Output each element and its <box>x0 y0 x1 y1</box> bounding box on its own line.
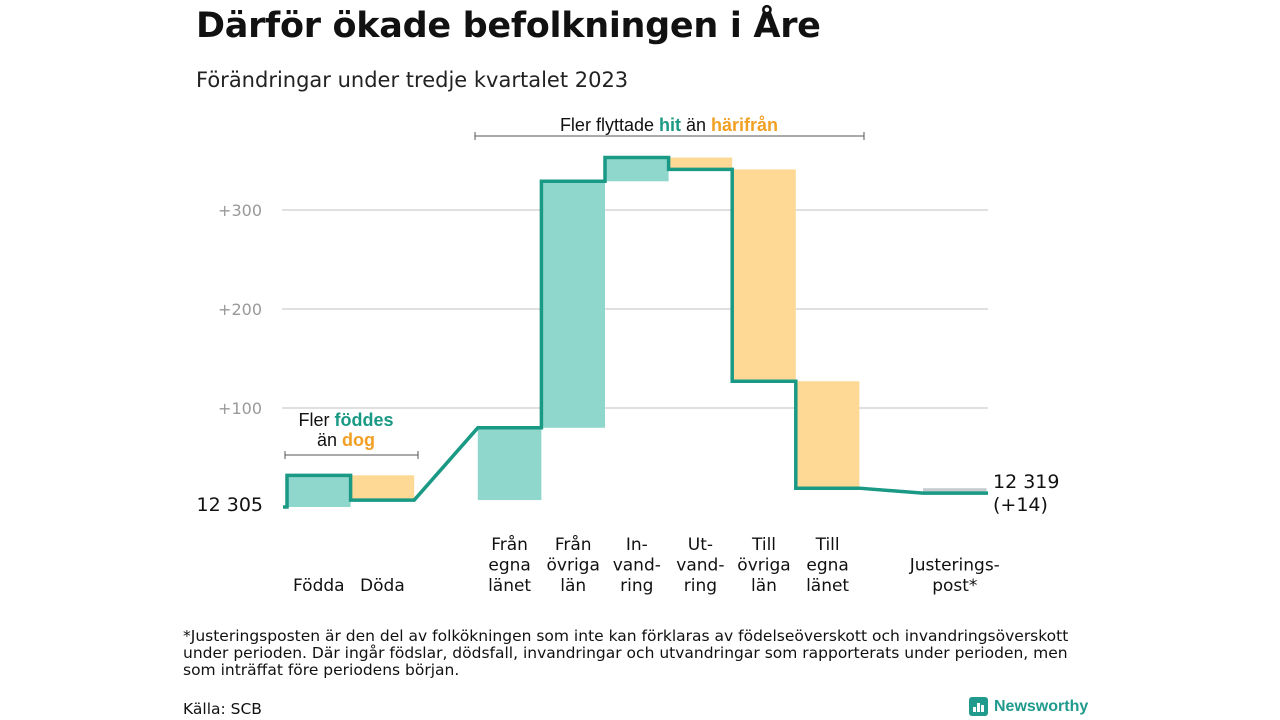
waterfall-bar <box>795 381 860 489</box>
waterfall-bar <box>923 488 987 494</box>
waterfall-bar <box>477 427 542 501</box>
chart-title: Därför ökade befolkningen i Åre <box>196 6 821 46</box>
bar-chart-icon <box>969 697 988 716</box>
waterfall-chart: +100 +200 +300 Födda Döda Från egna länet Från öv… <box>197 115 1060 597</box>
category-label: In-vand-ring <box>613 535 661 596</box>
start-value-label: 12 305 <box>197 494 263 516</box>
annotation-births-deaths: än dog <box>317 430 375 450</box>
footnote: *Justeringsposten är den del av folkökni… <box>183 627 1069 679</box>
source-credit: Källa: SCB <box>183 700 262 718</box>
category-label: Döda <box>360 576 405 596</box>
chart-subtitle: Förändringar under tredje kvartalet 2023 <box>196 68 629 92</box>
y-tick-label: +100 <box>218 399 262 418</box>
waterfall-bar <box>541 181 605 428</box>
annotation-migration: Fler flyttade hit än härifrån <box>560 115 778 135</box>
waterfall-bar <box>287 475 351 507</box>
waterfall-bar <box>732 169 796 382</box>
category-label: Till övriga län <box>737 535 790 596</box>
end-value-label: (+14) <box>993 494 1048 516</box>
category-label: Till egna länet <box>806 535 849 596</box>
brand-name: Newsworthy <box>994 697 1089 715</box>
waterfall-bar <box>350 475 415 501</box>
category-label: Från egna länet <box>488 534 531 596</box>
annotation-births-deaths: Fler föddes <box>298 410 393 430</box>
category-label: Från övriga län <box>547 534 600 596</box>
category-label: Födda <box>293 576 345 596</box>
category-label: Ut-vand-ring <box>676 535 724 596</box>
waterfall-bar <box>668 157 733 170</box>
brand-logo: Newsworthy <box>969 697 1088 716</box>
category-label: Justerings-post* <box>909 556 1000 597</box>
cumulative-step-line <box>283 155 988 509</box>
end-value-label: 12 319 <box>993 471 1059 493</box>
y-tick-label: +200 <box>218 300 262 319</box>
y-tick-label: +300 <box>218 201 262 220</box>
waterfall-bar <box>605 157 669 182</box>
